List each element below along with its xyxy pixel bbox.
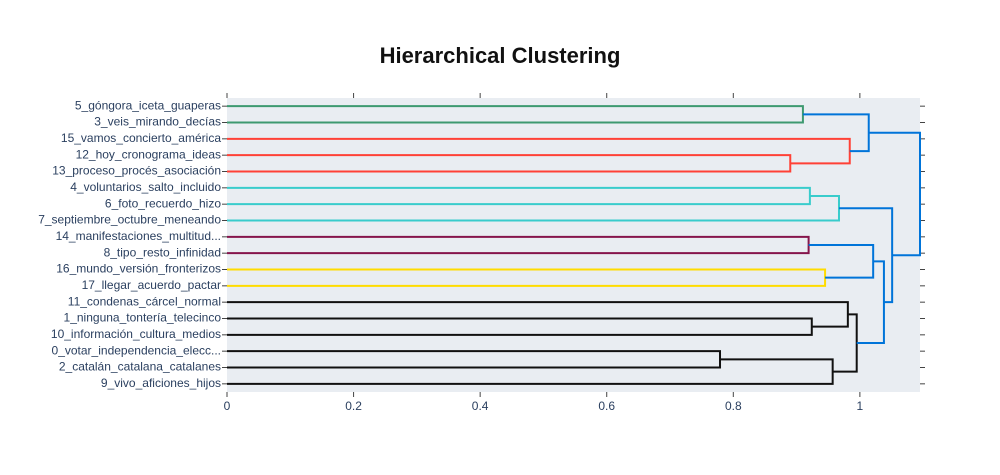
leaf-label: 12_hoy_cronograma_ideas xyxy=(76,147,221,161)
x-tick-label: 0.6 xyxy=(598,399,615,413)
leaf-label: 7_septiembre_octubre_meneando xyxy=(38,213,221,227)
plot-area xyxy=(227,98,920,392)
leaf-label: 9_vivo_aficiones_hijos xyxy=(101,376,221,390)
dendrogram-link xyxy=(868,131,921,257)
leaf-label: 15_vamos_concierto_américa xyxy=(61,131,221,145)
chart-title: Hierarchical Clustering xyxy=(380,43,621,68)
dendrogram-link xyxy=(227,301,849,328)
dendrogram-link xyxy=(227,268,827,287)
x-tick-label: 0.8 xyxy=(725,399,742,413)
leaf-label: 6_foto_recuerdo_hizo xyxy=(105,196,221,210)
leaf-label: 11_condenas_cárcel_normal xyxy=(68,294,221,308)
leaf-label: 4_voluntarios_salto_incluido xyxy=(70,180,221,194)
dendrogram-link xyxy=(227,154,792,173)
leaf-label: 14_manifestaciones_multitud... xyxy=(56,229,221,243)
leaf-label: 1_ninguna_tontería_telecinco xyxy=(64,311,222,325)
dendrogram-link xyxy=(808,244,875,279)
x-tick-label: 1 xyxy=(857,399,864,413)
dendrogram-link xyxy=(838,207,894,304)
leaf-label: 8_tipo_resto_infinidad xyxy=(104,245,221,259)
leaf-label: 5_góngora_iceta_guaperas xyxy=(75,98,221,112)
leaf-label: 0_votar_independencia_elecc... xyxy=(52,343,221,357)
leaf-label: 13_proceso_procés_asociación xyxy=(52,164,221,178)
leaf-label: 2_catalán_catalana_catalanes xyxy=(59,360,221,374)
x-tick-label: 0 xyxy=(224,399,231,413)
leaf-label: 17_llegar_acuerdo_pactar xyxy=(82,278,221,292)
dendrogram-link xyxy=(227,317,813,336)
leaf-label: 3_veis_mirando_decías xyxy=(94,115,221,129)
leaf-label: 10_información_cultura_medios xyxy=(51,327,221,341)
x-tick-label: 0.4 xyxy=(472,399,489,413)
x-tick-label: 0.2 xyxy=(345,399,362,413)
dendrogram-link xyxy=(832,313,858,373)
leaf-label: 16_mundo_versión_fronterizos xyxy=(56,262,221,276)
dendrogram-link xyxy=(227,186,811,206)
